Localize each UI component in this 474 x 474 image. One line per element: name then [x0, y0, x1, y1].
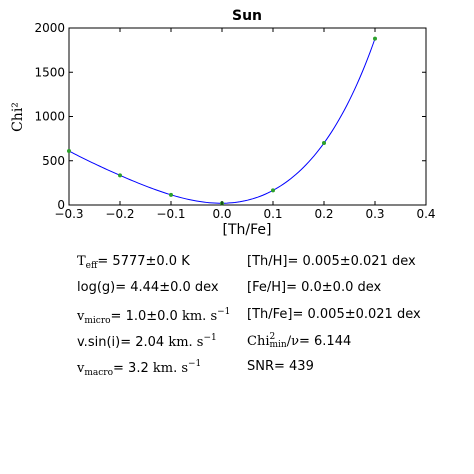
- snr-label: SNR: [247, 359, 275, 374]
- thfe-label: [Th/Fe]: [247, 307, 293, 322]
- chi2-value: = 6.144: [299, 334, 352, 349]
- y-tick-label-0: 0: [57, 198, 65, 212]
- vsini-unit: km. s−1: [168, 333, 217, 350]
- teff-label: Teff: [77, 254, 98, 271]
- thh-label: [Th/H]: [247, 254, 288, 269]
- vmacro-stat: vmacro= 3.2 km. s−1: [77, 359, 201, 378]
- y-tick-label-3: 1500: [34, 65, 65, 79]
- chi2-chart: Sun Chi² [Th/Fe] −0.3 −0.2 −0.1 0.0 0.1 0.2 0.…: [10, 8, 436, 238]
- x-tick-label-3: 0.0: [212, 207, 231, 221]
- x-tick-label-2: −0.1: [156, 207, 185, 221]
- snr-value: = 439: [274, 359, 314, 374]
- vmacro-value: = 3.2: [113, 361, 149, 376]
- vsini-label: v.sin(i): [77, 335, 121, 350]
- teff-stat: Teff= 5777±0.0 K: [77, 254, 190, 271]
- plot-area: −0.3 −0.2 −0.1 0.0 0.1 0.2 0.3 0.4 0 500 1000 1500 2…: [34, 21, 435, 221]
- x-tick-label-6: 0.3: [365, 207, 384, 221]
- x-axis-label: [Th/Fe]: [223, 222, 272, 238]
- vmicro-value: = 1.0±0.0: [110, 309, 178, 324]
- x-tick-label-5: 0.2: [314, 207, 333, 221]
- chi2-stat: Chi 2 min/ν= 6.144: [247, 332, 352, 350]
- vsini-value: = 2.04: [120, 335, 165, 350]
- x-tick-label-0: −0.3: [54, 207, 83, 221]
- snr-stat: SNR= 439: [247, 359, 314, 374]
- data-point-0: [67, 149, 71, 154]
- thfe-stat: [Th/Fe]= 0.005±0.021 dex: [247, 307, 421, 322]
- logg-stat: log(g)= 4.44±0.0 dex: [77, 280, 219, 295]
- data-point-1: [118, 173, 122, 178]
- data-point-5: [322, 141, 326, 146]
- thh-stat: [Th/H]= 0.005±0.021 dex: [247, 254, 416, 269]
- vmicro-stat: vmicro= 1.0±0.0 km. s−1: [77, 307, 230, 326]
- vmicro-unit: km. s−1: [181, 307, 231, 324]
- y-tick-label-4: 2000: [34, 21, 65, 35]
- y-tick-label-1: 500: [42, 154, 65, 168]
- thh-value: = 0.005±0.021 dex: [287, 254, 416, 269]
- chi2-label: Chi 2 min/ν: [247, 332, 299, 350]
- x-tick-label-1: −0.2: [105, 207, 134, 221]
- vmacro-label: vmacro: [77, 361, 114, 378]
- feh-stat: [Fe/H]= 0.0±0.0 dex: [247, 280, 381, 295]
- logg-value: = 4.44±0.0 dex: [115, 280, 219, 295]
- chart-title: Sun: [232, 8, 262, 24]
- thfe-value: = 0.005±0.021 dex: [292, 307, 421, 322]
- vmacro-unit: km. s−1: [152, 359, 202, 376]
- data-point-2: [169, 192, 173, 197]
- logg-label: log(g): [77, 280, 116, 295]
- vsini-stat: v.sin(i)= 2.04 km. s−1: [77, 333, 217, 350]
- feh-label: [Fe/H]: [247, 280, 287, 295]
- vmicro-label: vmicro: [77, 309, 111, 326]
- teff-value: = 5777±0.0 K: [97, 254, 190, 269]
- data-point-4: [271, 188, 275, 193]
- x-tick-label-7: 0.4: [416, 207, 435, 221]
- data-point-6: [373, 36, 377, 41]
- y-axis-label: Chi²: [10, 102, 26, 132]
- x-tick-label-4: 0.1: [263, 207, 282, 221]
- y-tick-label-2: 1000: [34, 110, 65, 124]
- feh-value: = 0.0±0.0 dex: [286, 280, 382, 295]
